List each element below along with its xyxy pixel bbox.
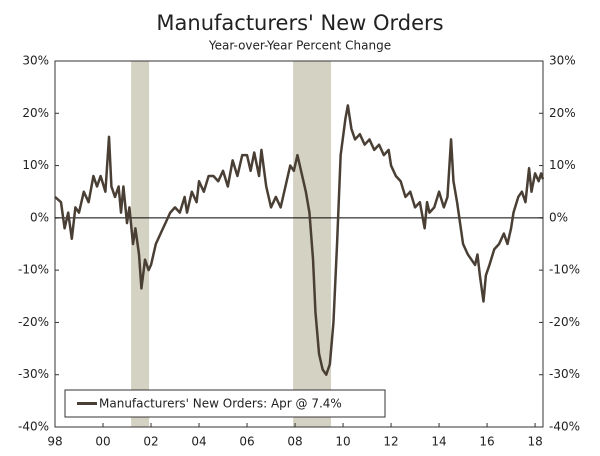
- x-tick-label: 08: [287, 435, 302, 449]
- legend-label: Manufacturers' New Orders: Apr @ 7.4%: [99, 397, 342, 411]
- y-tick-label: -40%: [18, 420, 49, 434]
- y-tick-label: -10%: [18, 263, 49, 277]
- y2-tick-label: -10%: [549, 263, 580, 277]
- recession-band: [131, 61, 150, 427]
- x-tick-label: 98: [47, 435, 62, 449]
- chart-title: Manufacturers' New Orders: [156, 11, 443, 35]
- y-tick-label: 10%: [22, 158, 49, 172]
- y-tick-label: 0%: [30, 210, 49, 224]
- x-tick-label: 02: [143, 435, 158, 449]
- plot-frame: [54, 60, 544, 428]
- y2-tick-label: -40%: [549, 420, 580, 434]
- y2-tick-label: 10%: [549, 158, 576, 172]
- y2-tick-label: 0%: [549, 210, 568, 224]
- x-tick-label: 18: [527, 435, 542, 449]
- y2-tick-label: 20%: [549, 106, 576, 120]
- y2-tick-label: -30%: [549, 367, 580, 381]
- x-tick-label: 16: [479, 435, 494, 449]
- x-tick-label: 12: [383, 435, 398, 449]
- y-tick-label: -20%: [18, 315, 49, 329]
- y-tick-label: 30%: [22, 54, 49, 68]
- y2-tick-label: 30%: [549, 54, 576, 68]
- x-tick-label: 00: [95, 435, 110, 449]
- x-tick-label: 10: [335, 435, 350, 449]
- legend-box: [64, 389, 386, 418]
- series-line: [54, 104, 545, 376]
- y-tick-label: 20%: [22, 106, 49, 120]
- y-tick-label: -30%: [18, 367, 49, 381]
- x-tick-label: 04: [191, 435, 206, 449]
- chart-subtitle: Year-over-Year Percent Change: [208, 39, 391, 53]
- x-tick-label: 14: [431, 435, 446, 449]
- x-tick-label: 06: [239, 435, 254, 449]
- y2-tick-label: -20%: [549, 315, 580, 329]
